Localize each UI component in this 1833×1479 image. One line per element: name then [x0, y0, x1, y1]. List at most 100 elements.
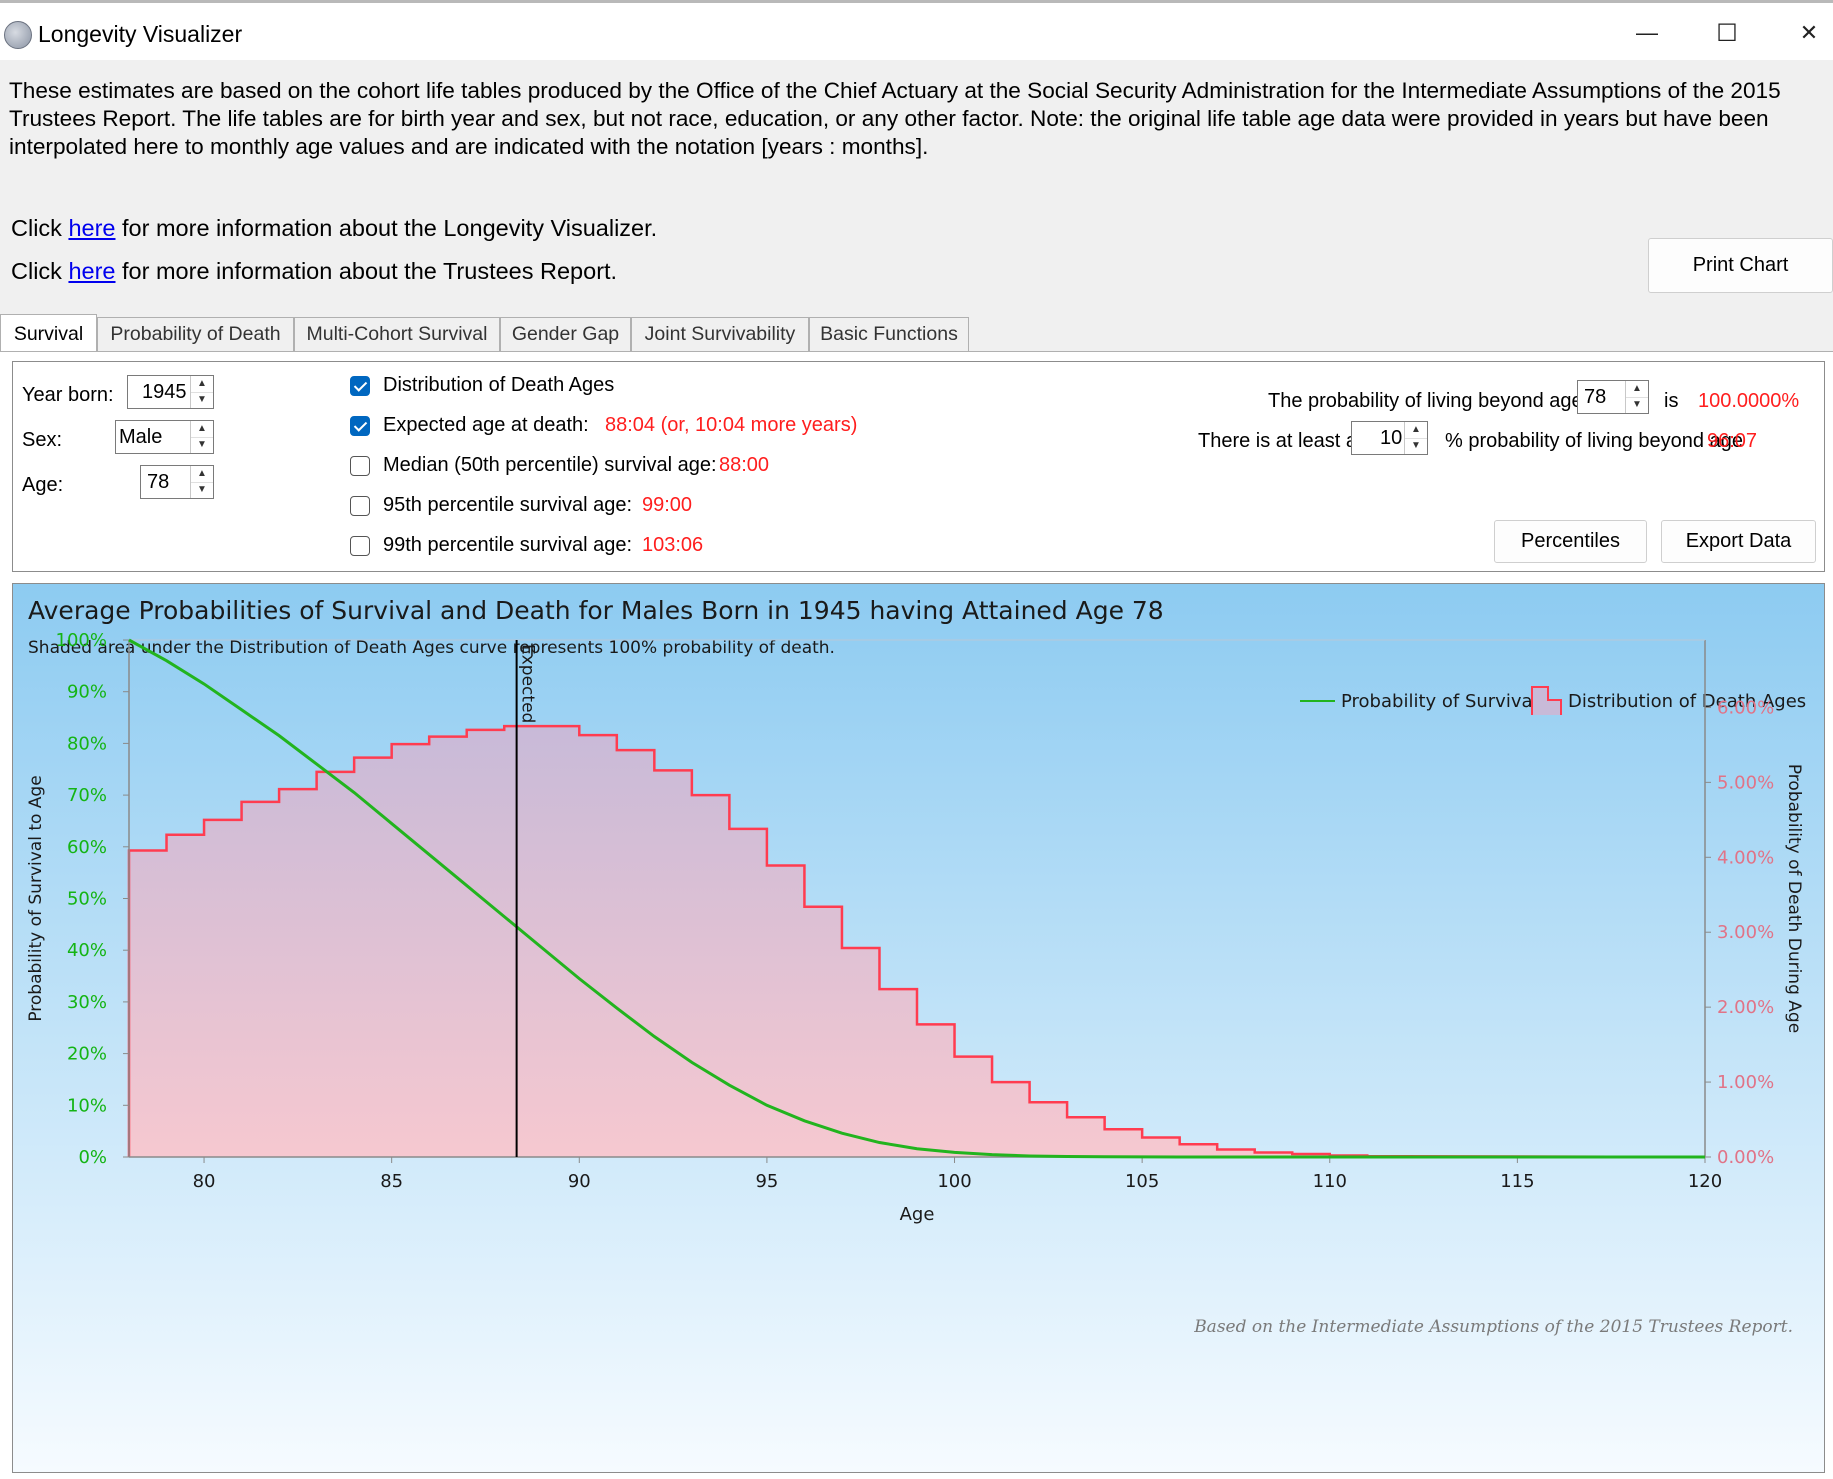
year-born-value: 1945 — [142, 381, 187, 403]
living-beyond-up-icon[interactable]: ▲ — [1626, 381, 1648, 398]
tab-gender-gap[interactable]: Gender Gap — [500, 317, 631, 351]
click-label: Click — [11, 215, 62, 241]
sex-down-icon[interactable]: ▼ — [197, 439, 207, 450]
close-icon[interactable]: ✕ — [1799, 20, 1819, 45]
at-least-label: There is at least a — [1198, 430, 1357, 452]
tab-joint-survivability[interactable]: Joint Survivability — [631, 317, 809, 351]
age-down-icon[interactable]: ▼ — [197, 484, 207, 495]
left-axis-title: Probability of Survival to Age — [26, 775, 46, 1021]
left-axis-tick-label: 50% — [67, 889, 107, 910]
median-checkbox[interactable] — [350, 456, 370, 476]
x-axis-tick-label: 110 — [1313, 1171, 1347, 1192]
x-axis-tick-label: 105 — [1125, 1171, 1159, 1192]
distribution-label: Distribution of Death Ages — [383, 374, 615, 396]
maximize-icon[interactable]: ☐ — [1716, 19, 1738, 47]
living-beyond-value: 100.0000% — [1698, 390, 1800, 412]
right-axis-title: Probability of Death During Age — [1784, 764, 1804, 1033]
legend-death-swatch — [1532, 687, 1561, 715]
year-born-down-icon[interactable]: ▼ — [197, 394, 207, 405]
age-value: 78 — [147, 471, 170, 493]
legend-death-label: Distribution of Death Ages — [1568, 691, 1806, 712]
right-axis-tick-label: 2.00% — [1717, 997, 1774, 1018]
tab-probability-of-death[interactable]: Probability of Death — [97, 317, 294, 351]
age-spinner[interactable]: 78 ▲ ▼ — [140, 465, 214, 499]
expected-age-checkbox[interactable] — [350, 416, 370, 436]
right-axis-tick-label: 3.00% — [1717, 922, 1774, 943]
at-least-up-icon[interactable]: ▲ — [1405, 422, 1427, 439]
p95-checkbox[interactable] — [350, 496, 370, 516]
year-born-up-icon[interactable]: ▲ — [191, 376, 213, 393]
x-axis-tick-label: 80 — [193, 1171, 216, 1192]
right-axis-tick-label: 0.00% — [1717, 1147, 1774, 1168]
median-label: Median (50th percentile) survival age: — [383, 454, 717, 476]
p95-value: 99:00 — [642, 494, 693, 516]
left-axis-tick-label: 20% — [67, 1044, 107, 1065]
trustees-info-text: for more information about the Trustees … — [122, 258, 618, 284]
legend-survival-label: Probability of Survival — [1341, 691, 1538, 712]
left-axis-tick-label: 100% — [56, 630, 107, 651]
trustees-info-link[interactable]: here — [68, 258, 116, 284]
sex-spinner[interactable]: Male ▲ ▼ — [115, 420, 214, 454]
visualizer-info-line: Click here for more information about th… — [11, 215, 657, 242]
living-beyond-age-spinner[interactable]: 78 ▲ ▼ — [1577, 380, 1649, 414]
chart-legend: Probability of Survival Distribution of … — [1300, 686, 1806, 715]
chart-footnote: Based on the Intermediate Assumptions of… — [1193, 1317, 1793, 1337]
tab-multi-cohort-survival[interactable]: Multi-Cohort Survival — [294, 317, 500, 351]
p95-label: 95th percentile survival age: — [383, 494, 633, 516]
living-beyond-label: The probability of living beyond age — [1268, 390, 1583, 412]
left-axis-tick-label: 70% — [67, 785, 107, 806]
export-data-button[interactable]: Export Data — [1661, 520, 1816, 563]
x-axis-tick-label: 100 — [937, 1171, 971, 1192]
percentiles-button[interactable]: Percentiles — [1494, 520, 1647, 563]
expected-age-label: Expected age at death: — [383, 414, 589, 436]
median-value: 88:00 — [719, 454, 770, 476]
right-axis-tick-label: 1.00% — [1717, 1072, 1774, 1093]
x-axis-title: Age — [900, 1204, 935, 1225]
print-chart-button[interactable]: Print Chart — [1648, 238, 1833, 293]
minimize-icon[interactable]: — — [1636, 20, 1658, 45]
tab-divider — [0, 351, 1833, 352]
trustees-info-line: Click here for more information about th… — [11, 258, 617, 285]
at-least-pct-value: 10 — [1380, 427, 1403, 449]
right-axis-tick-label: 4.00% — [1717, 847, 1774, 868]
x-axis-tick-label: 115 — [1500, 1171, 1534, 1192]
window-top-border — [0, 0, 1833, 3]
living-beyond-age-value: 78 — [1584, 386, 1607, 408]
title-bar: Longevity Visualizer — ☐ ✕ — [0, 3, 1833, 60]
sex-value: Male — [119, 426, 163, 448]
death-distribution-area — [129, 726, 1405, 1157]
window-title: Longevity Visualizer — [38, 21, 243, 47]
visualizer-info-link[interactable]: here — [68, 215, 116, 241]
left-axis-tick-label: 10% — [67, 1095, 107, 1116]
sex-label: Sex: — [22, 429, 63, 451]
at-least-pct-spinner[interactable]: 10 ▲ ▼ — [1351, 421, 1428, 455]
right-axis-tick-label: 5.00% — [1717, 772, 1774, 793]
age-label: Age: — [22, 474, 64, 496]
left-axis-tick-label: 60% — [67, 837, 107, 858]
year-born-spinner[interactable]: 1945 ▲ ▼ — [127, 375, 214, 409]
p99-checkbox[interactable] — [350, 536, 370, 556]
tab-basic-functions[interactable]: Basic Functions — [809, 317, 969, 351]
pct-living-label: % probability of living beyond age — [1445, 430, 1743, 452]
tab-survival[interactable]: Survival — [0, 314, 97, 354]
visualizer-info-text: for more information about the Longevity… — [122, 215, 658, 241]
plot-area: 0% 10% 20% 30% 40% 50% 60% 70% 80% 90% 100% 0.00% 1.… — [26, 630, 1804, 1225]
survival-chart: Average Probabilities of Survival and De… — [13, 584, 1824, 1472]
distribution-checkbox[interactable] — [350, 376, 370, 396]
living-beyond-down-icon[interactable]: ▼ — [1632, 399, 1642, 410]
left-axis-tick-label: 0% — [78, 1147, 107, 1168]
chart-area: Average Probabilities of Survival and De… — [12, 583, 1825, 1473]
intro-text: These estimates are based on the cohort … — [9, 78, 1781, 159]
at-least-down-icon[interactable]: ▼ — [1411, 440, 1421, 451]
app-icon — [4, 21, 32, 49]
legend-death-outline — [1531, 686, 1562, 715]
sex-up-icon[interactable]: ▲ — [191, 421, 213, 438]
x-axis-tick-label: 95 — [755, 1171, 778, 1192]
age-up-icon[interactable]: ▲ — [191, 466, 213, 483]
survival-curve — [128, 638, 1705, 1159]
x-axis-tick-label: 90 — [568, 1171, 591, 1192]
p99-value: 103:06 — [642, 534, 704, 556]
controls-group: Year born: 1945 ▲ ▼ Sex: Male ▲ ▼ Age: 7… — [12, 361, 1825, 572]
year-born-label: Year born: — [22, 384, 114, 406]
left-axis-tick-label: 30% — [67, 992, 107, 1013]
